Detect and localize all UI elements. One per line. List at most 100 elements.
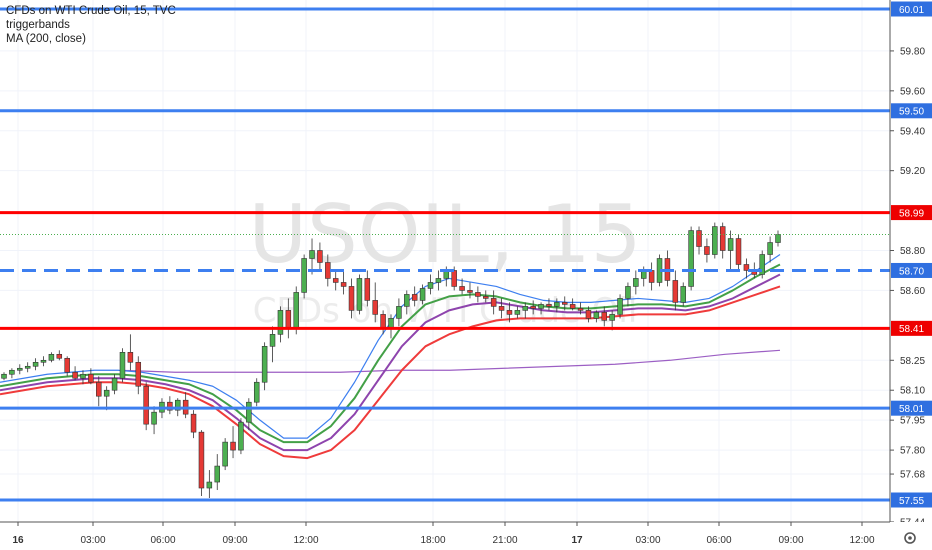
candle-body xyxy=(712,226,718,255)
price-label-bg-59.50 xyxy=(891,103,932,119)
candle-body xyxy=(96,381,102,397)
time-tick-label: 16 xyxy=(12,535,24,546)
time-axis-bg xyxy=(0,522,932,550)
price-label-bg-58.41 xyxy=(891,320,932,336)
candle-body xyxy=(688,230,694,287)
ema-red-line xyxy=(0,285,781,460)
candle xyxy=(340,270,347,295)
candle xyxy=(24,362,31,373)
candle-body xyxy=(269,334,276,347)
candle xyxy=(562,296,568,311)
candle xyxy=(64,356,70,377)
time-tick-label: 06:00 xyxy=(150,535,175,546)
time-tick-label: 12:00 xyxy=(293,535,318,546)
ema-purple-line xyxy=(0,273,781,452)
price-axis[interactable]: 59.80 59.60 59.40 59.20 58.80 58.60 58.25 58.10… xyxy=(889,0,932,550)
time-tick-label: 06:00 xyxy=(706,535,731,546)
candle xyxy=(309,238,315,275)
candle-body xyxy=(103,389,110,397)
candle-body xyxy=(317,250,323,263)
candle xyxy=(269,326,276,363)
candle xyxy=(40,356,47,367)
candle-body xyxy=(404,294,410,307)
candle-body xyxy=(593,312,600,319)
price-label-bg-60.01 xyxy=(891,1,932,17)
candle xyxy=(222,438,228,471)
candle xyxy=(317,242,323,271)
candle xyxy=(601,306,607,327)
candle-body xyxy=(214,465,220,483)
time-tick-label: 21:00 xyxy=(492,535,517,546)
candle xyxy=(301,254,307,299)
candle-body xyxy=(743,264,750,271)
candle xyxy=(261,342,268,391)
candle xyxy=(364,270,371,307)
candle xyxy=(522,302,529,319)
candle xyxy=(80,370,86,385)
candle xyxy=(348,278,355,319)
price-label-58.70: 58.70 xyxy=(899,266,924,277)
price-label-bg-58.01 xyxy=(891,400,932,416)
price-label-57.55: 57.55 xyxy=(899,496,924,507)
legend-ma200[interactable]: MA (200, close) xyxy=(6,33,86,45)
candle xyxy=(625,282,631,307)
time-tick-label: 12:00 xyxy=(849,535,874,546)
legend-title[interactable]: CFDs on WTI Crude Oil, 15, TVC xyxy=(6,5,176,17)
candle-body xyxy=(143,385,149,425)
time-tick-label: 03:00 xyxy=(80,535,105,546)
candle-body xyxy=(625,286,631,299)
candle xyxy=(435,270,442,291)
candle xyxy=(182,392,189,419)
horizontal-lines[interactable] xyxy=(0,7,890,502)
candle xyxy=(546,298,552,311)
candle xyxy=(680,282,686,307)
candle-body xyxy=(40,359,47,363)
candle-body xyxy=(325,262,331,279)
candle xyxy=(167,396,173,415)
candle-body xyxy=(672,280,679,303)
legend-triggerbands[interactable]: triggerbands xyxy=(6,19,70,31)
price-label-58.41: 58.41 xyxy=(899,324,924,335)
candle xyxy=(727,230,734,271)
candle-body xyxy=(301,258,307,293)
candle-body xyxy=(538,304,544,309)
candle-body xyxy=(246,401,252,423)
price-label-59.50: 59.50 xyxy=(899,107,924,118)
time-tick-label: 03:00 xyxy=(635,535,660,546)
price-tick-label: 58.10 xyxy=(900,386,925,397)
candle-body xyxy=(633,278,639,287)
candle xyxy=(127,334,134,371)
candle-body xyxy=(696,230,702,247)
candle-body xyxy=(648,270,655,283)
candle-body xyxy=(577,308,584,311)
candle-body xyxy=(546,304,552,307)
candle-body xyxy=(427,282,434,289)
price-label-58.01: 58.01 xyxy=(899,404,924,415)
time-axis[interactable]: 16 03:00 06:00 09:00 12:00 18:00 21:00 17 03:00 0… xyxy=(0,521,932,550)
candle xyxy=(451,266,457,291)
candle xyxy=(253,378,260,407)
price-tick-label: 59.20 xyxy=(900,166,925,177)
candle xyxy=(32,358,39,371)
candle xyxy=(538,302,544,315)
candle-body xyxy=(127,352,134,363)
candle xyxy=(88,368,94,385)
candle xyxy=(427,274,434,295)
candle-body xyxy=(80,373,86,379)
candle-body xyxy=(175,399,181,411)
candle xyxy=(483,290,489,303)
candle-body xyxy=(680,286,686,303)
candle-body xyxy=(1,373,7,379)
candle-body xyxy=(340,282,347,287)
chart-legend: CFDs on WTI Crude Oil, 15, TVC triggerba… xyxy=(6,4,176,46)
candle xyxy=(617,294,623,319)
candle xyxy=(735,234,742,271)
candle xyxy=(103,386,110,411)
settings-gear-icon[interactable] xyxy=(904,532,916,544)
gear-center xyxy=(908,536,912,540)
candle-body xyxy=(475,292,481,297)
candle-body xyxy=(135,361,142,387)
candle-body xyxy=(506,310,513,315)
candle xyxy=(759,250,765,279)
